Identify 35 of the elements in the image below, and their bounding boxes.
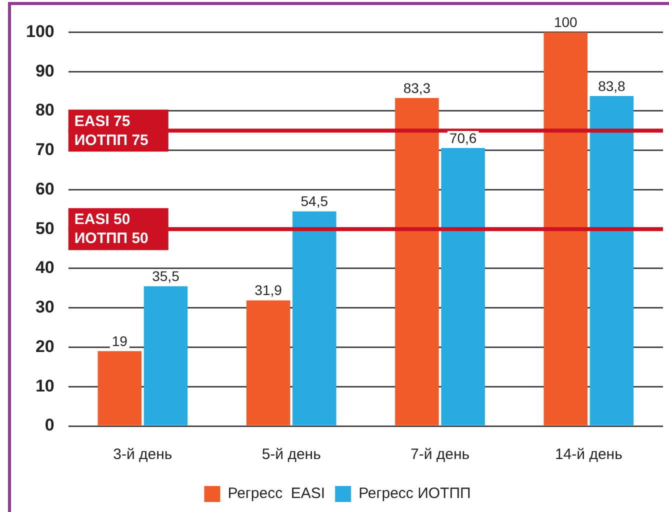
data-label: 83,8 [598, 78, 626, 94]
y-tick-label: 60 [35, 179, 54, 198]
y-tick-label: 40 [35, 258, 54, 278]
bar [246, 300, 290, 426]
data-label: 100 [554, 14, 578, 30]
y-tick-label: 90 [35, 61, 54, 80]
data-label: 54,5 [300, 193, 328, 210]
legend-label: Регресс EASI [228, 485, 326, 502]
y-tick-label: 0 [44, 416, 54, 435]
bar [98, 351, 142, 426]
x-tick-label: 3-й день [113, 446, 172, 464]
ref-line-label: EASI 50 ИОТПП 50 [74, 211, 148, 248]
x-tick-label: 7-й день [410, 446, 470, 464]
bar [395, 98, 439, 426]
y-tick-label: 10 [35, 376, 54, 396]
y-tick-label: 100 [26, 22, 54, 41]
y-tick-label: 50 [35, 218, 54, 238]
ref-line-label: EASI 75 ИОТПП 75 [74, 112, 148, 149]
data-label: 70,6 [449, 130, 477, 146]
bar [590, 96, 634, 426]
y-tick-label: 30 [35, 298, 54, 317]
data-label: 35,5 [152, 268, 180, 284]
bar [441, 148, 485, 426]
data-label: 19 [112, 333, 128, 350]
legend-label: Регресс ИОТПП [358, 485, 471, 502]
bar [544, 32, 588, 426]
y-tick-label: 70 [35, 140, 54, 160]
y-tick-label: 80 [35, 100, 54, 120]
data-label: 31,9 [254, 282, 282, 298]
x-tick-label: 14-й день [554, 446, 623, 464]
bar [144, 286, 188, 426]
bar [292, 211, 336, 426]
y-tick-label: 20 [35, 336, 54, 356]
data-label: 83,3 [403, 80, 431, 96]
x-tick-label: 5-й день [262, 446, 322, 464]
